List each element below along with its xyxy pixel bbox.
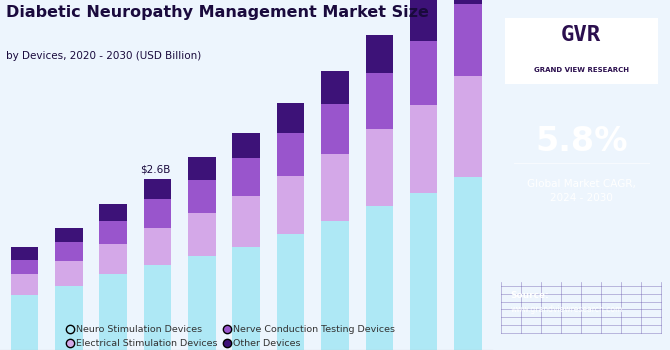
Bar [55,261,82,286]
Bar [99,204,127,221]
Bar [321,104,348,154]
Bar [277,133,304,176]
Bar [454,76,482,177]
Text: by Devices, 2020 - 2030 (USD Billion): by Devices, 2020 - 2030 (USD Billion) [6,51,201,61]
Text: Diabetic Neuropathy Management Market Size: Diabetic Neuropathy Management Market Si… [6,5,429,20]
Text: GRAND VIEW RESEARCH: GRAND VIEW RESEARCH [534,67,628,73]
Bar [454,177,482,350]
Bar [55,286,82,350]
Text: $2.6B: $2.6B [140,164,170,174]
Bar [232,247,260,350]
Bar [11,295,38,350]
Text: Source:: Source: [511,291,549,300]
Text: Global Market CAGR,
2024 - 2030: Global Market CAGR, 2024 - 2030 [527,179,636,203]
Bar [277,176,304,234]
Bar [99,244,127,274]
Bar [366,73,393,129]
Bar [366,35,393,73]
Bar [188,156,216,180]
Bar [144,229,172,265]
Bar [277,103,304,133]
Bar [454,0,482,4]
Bar [11,247,38,260]
Bar [410,105,438,194]
Bar [99,221,127,244]
Bar [410,41,438,105]
Bar [232,133,260,159]
Bar [232,196,260,247]
Text: GVR: GVR [561,25,601,45]
Bar [144,199,172,229]
Bar [232,159,260,196]
Bar [55,242,82,261]
Legend: Neuro Stimulation Devices, Electrical Stimulation Devices, Nerve Conduction Test: Neuro Stimulation Devices, Electrical St… [64,321,399,350]
Bar [410,0,438,41]
Bar [277,234,304,350]
Bar [321,154,348,221]
Bar [99,274,127,350]
Bar [55,228,82,242]
Bar [144,179,172,199]
Bar [366,129,393,206]
Bar [144,265,172,350]
Bar [188,180,216,213]
Bar [366,206,393,350]
Text: www.grandviewresearch.com: www.grandviewresearch.com [511,305,622,314]
Bar [188,213,216,256]
Bar [410,194,438,350]
Bar [11,260,38,274]
Text: 5.8%: 5.8% [535,125,628,158]
Bar [321,221,348,350]
Bar [11,274,38,295]
Bar [321,71,348,104]
Bar [188,256,216,350]
FancyBboxPatch shape [505,18,657,84]
Bar [454,4,482,76]
